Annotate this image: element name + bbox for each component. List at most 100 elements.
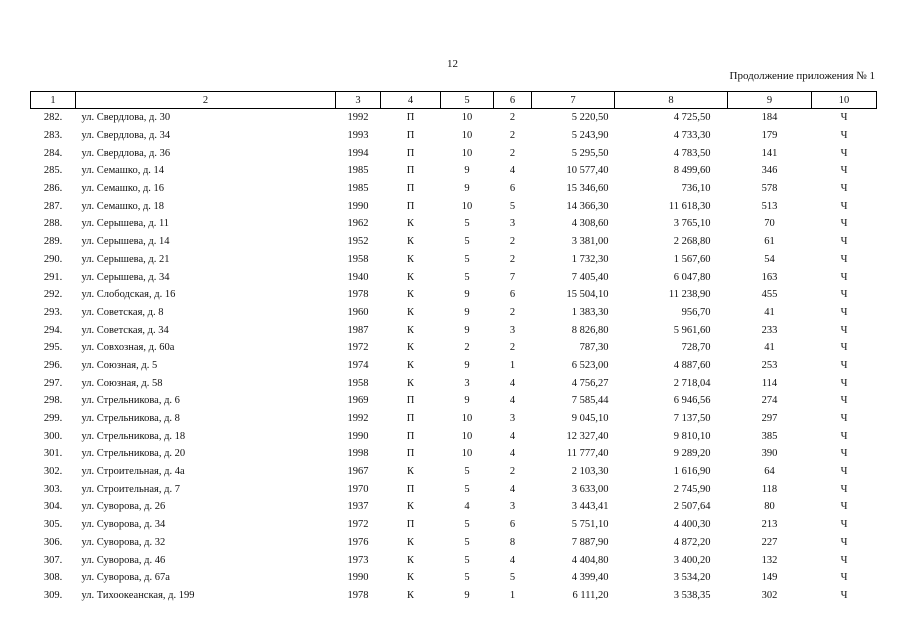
floors-cell: 5 bbox=[464, 536, 470, 548]
address-cell: ул. Серышева, д. 11 bbox=[81, 218, 170, 230]
living-area-cell: 2 745,90 bbox=[673, 483, 711, 495]
row-number-cell: 304. bbox=[43, 501, 63, 513]
address-cell: ул. Совхозная, д. 60а bbox=[81, 342, 175, 354]
category-cell: Ч bbox=[840, 289, 848, 301]
year-built-cell: 1993 bbox=[347, 130, 369, 142]
floors-cell: 5 bbox=[464, 253, 470, 265]
category-cell: Ч bbox=[840, 165, 848, 177]
year-built-cell: 1962 bbox=[347, 218, 369, 230]
residents-cell: 141 bbox=[761, 147, 778, 159]
year-built-cell: 1990 bbox=[347, 572, 369, 584]
floors-cell: 10 bbox=[461, 200, 473, 212]
residents-cell: 253 bbox=[761, 359, 778, 371]
residents-cell: 302 bbox=[761, 589, 778, 601]
total-area-cell: 4 404,80 bbox=[571, 554, 609, 566]
page-number: 12 bbox=[447, 58, 458, 70]
wall-material-cell: К bbox=[406, 289, 414, 301]
year-built-cell: 1952 bbox=[347, 236, 369, 248]
column-header-10: 10 bbox=[811, 91, 877, 109]
entrances-cell: 4 bbox=[509, 165, 516, 177]
total-area-cell: 12 327,40 bbox=[566, 430, 609, 442]
table-row: 296. ул. Союзная, д. 5 1974 К 9 1 6 523,00 4 88… bbox=[31, 357, 877, 375]
address-cell: ул. Суворова, д. 32 bbox=[81, 536, 166, 548]
floors-cell: 9 bbox=[464, 589, 470, 601]
residents-cell: 80 bbox=[764, 501, 775, 513]
entrances-cell: 2 bbox=[509, 466, 516, 478]
total-area-cell: 3 633,00 bbox=[571, 483, 609, 495]
living-area-cell: 956,70 bbox=[681, 306, 711, 318]
entrances-cell: 5 bbox=[509, 572, 516, 584]
residents-cell: 513 bbox=[761, 200, 778, 212]
address-cell: ул. Стрельникова, д. 8 bbox=[81, 413, 180, 425]
living-area-cell: 3 765,10 bbox=[673, 218, 711, 230]
table-row: 287. ул. Семашко, д. 18 1990 П 10 5 14 366,30 1… bbox=[31, 197, 877, 215]
wall-material-cell: П bbox=[406, 165, 415, 177]
living-area-cell: 6 946,56 bbox=[673, 395, 711, 407]
column-header-7: 7 bbox=[531, 91, 615, 109]
year-built-cell: 1970 bbox=[347, 483, 369, 495]
continuation-label: Продолжение приложения № 1 bbox=[729, 70, 875, 82]
category-cell: Ч bbox=[840, 130, 848, 142]
year-built-cell: 1974 bbox=[347, 359, 369, 371]
category-cell: Ч bbox=[840, 448, 848, 460]
address-cell: ул. Стрельникова, д. 18 bbox=[81, 430, 186, 442]
column-header-9: 9 bbox=[727, 91, 812, 109]
year-built-cell: 1972 bbox=[347, 519, 369, 531]
category-cell: Ч bbox=[840, 324, 848, 336]
column-header-1: 1 bbox=[30, 91, 76, 109]
year-built-cell: 1998 bbox=[347, 448, 369, 460]
floors-cell: 10 bbox=[461, 147, 473, 159]
address-cell: ул. Союзная, д. 58 bbox=[81, 377, 163, 389]
wall-material-cell: К bbox=[406, 589, 414, 601]
row-number-cell: 285. bbox=[43, 165, 63, 177]
residents-cell: 227 bbox=[761, 536, 778, 548]
wall-material-cell: К bbox=[406, 271, 414, 283]
table-row: 303. ул. Строительная, д. 7 1970 П 5 4 3 633,0… bbox=[31, 480, 877, 498]
year-built-cell: 1972 bbox=[347, 342, 369, 354]
address-cell: ул. Семашко, д. 14 bbox=[81, 165, 165, 177]
category-cell: Ч bbox=[840, 572, 848, 584]
address-cell: ул. Советская, д. 34 bbox=[81, 324, 169, 336]
category-cell: Ч bbox=[840, 306, 848, 318]
table-row: 301. ул. Стрельникова, д. 20 1998 П 10 4 11 77… bbox=[31, 445, 877, 463]
living-area-cell: 4 783,50 bbox=[673, 147, 711, 159]
row-number-cell: 305. bbox=[43, 519, 63, 531]
total-area-cell: 5 220,50 bbox=[571, 112, 609, 124]
floors-cell: 10 bbox=[461, 112, 473, 124]
living-area-cell: 2 507,64 bbox=[673, 501, 711, 513]
residents-cell: 297 bbox=[761, 413, 778, 425]
wall-material-cell: К bbox=[406, 359, 414, 371]
total-area-cell: 8 826,80 bbox=[571, 324, 609, 336]
address-cell: ул. Свердлова, д. 30 bbox=[81, 112, 171, 124]
residents-cell: 274 bbox=[761, 395, 778, 407]
category-cell: Ч bbox=[840, 112, 848, 124]
address-cell: ул. Тихоокеанская, д. 199 bbox=[81, 589, 195, 601]
year-built-cell: 1960 bbox=[347, 306, 369, 318]
wall-material-cell: П bbox=[406, 112, 415, 124]
floors-cell: 5 bbox=[464, 466, 470, 478]
table-row: 299. ул. Стрельникова, д. 8 1992 П 10 3 9 045,… bbox=[31, 410, 877, 428]
year-built-cell: 1992 bbox=[347, 112, 369, 124]
floors-cell: 5 bbox=[464, 236, 470, 248]
total-area-cell: 1 732,30 bbox=[571, 253, 609, 265]
address-cell: ул. Суворова, д. 46 bbox=[81, 554, 166, 566]
address-cell: ул. Суворова, д. 26 bbox=[81, 501, 166, 513]
category-cell: Ч bbox=[840, 501, 848, 513]
entrances-cell: 4 bbox=[509, 483, 516, 495]
table-row: 293. ул. Советская, д. 8 1960 К 9 2 1 383,30 95… bbox=[31, 304, 877, 322]
total-area-cell: 14 366,30 bbox=[566, 200, 609, 212]
living-area-cell: 3 538,35 bbox=[673, 589, 711, 601]
floors-cell: 5 bbox=[464, 483, 470, 495]
entrances-cell: 4 bbox=[509, 377, 516, 389]
total-area-cell: 6 523,00 bbox=[571, 359, 609, 371]
table-row: 291. ул. Серышева, д. 34 1940 К 5 7 7 405,40 6 … bbox=[31, 268, 877, 286]
total-area-cell: 2 103,30 bbox=[571, 466, 609, 478]
residents-cell: 70 bbox=[764, 218, 775, 230]
year-built-cell: 1940 bbox=[347, 271, 369, 283]
row-number-cell: 299. bbox=[43, 413, 63, 425]
row-number-cell: 284. bbox=[43, 147, 63, 159]
year-built-cell: 1994 bbox=[347, 147, 369, 159]
floors-cell: 2 bbox=[464, 342, 470, 354]
wall-material-cell: К bbox=[406, 253, 414, 265]
category-cell: Ч bbox=[840, 466, 848, 478]
